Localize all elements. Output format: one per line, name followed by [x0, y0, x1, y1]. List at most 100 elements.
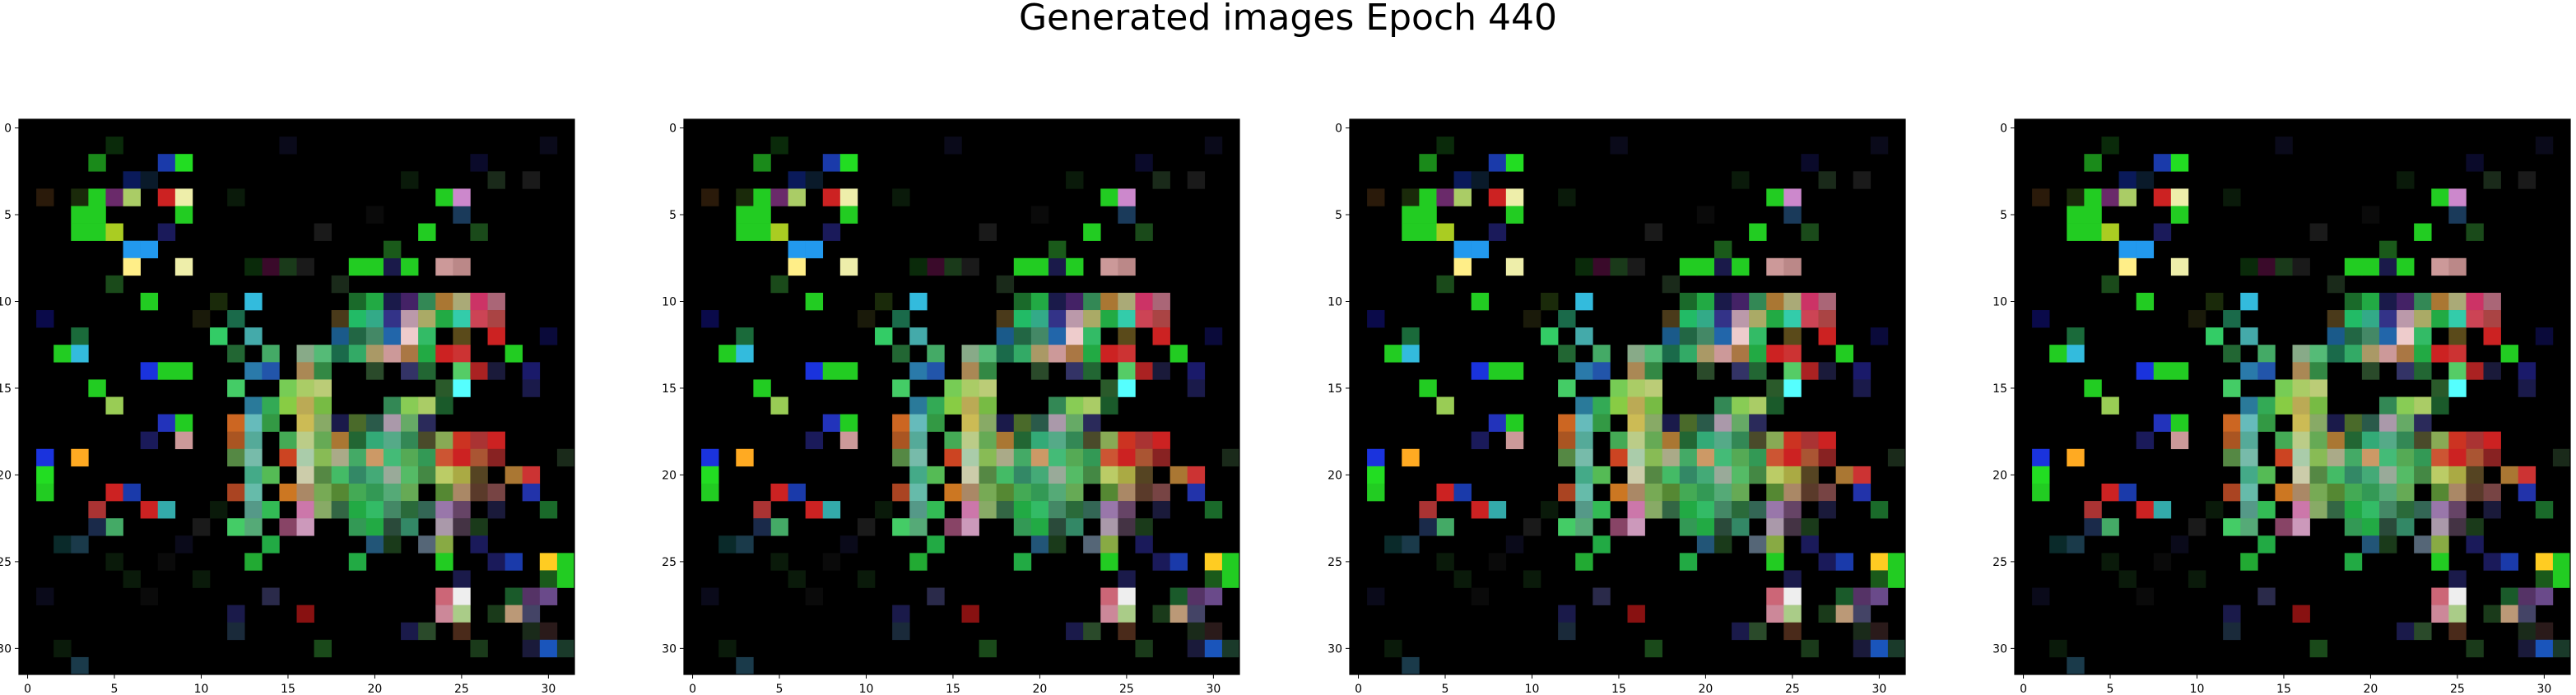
image-pixel: [2188, 310, 2206, 328]
image-pixel: [1066, 257, 1084, 276]
image-pixel: [227, 483, 245, 502]
image-pixel: [1419, 518, 1437, 536]
image-pixel: [2361, 327, 2380, 345]
image-pixel: [435, 605, 453, 623]
image-pixel: [453, 362, 471, 380]
image-pixel: [718, 535, 737, 554]
image-pixel: [805, 431, 824, 450]
y-tick-label: 30: [1992, 642, 2007, 656]
image-pixel: [2414, 292, 2432, 311]
image-pixel: [1713, 310, 1732, 328]
image-pixel: [1204, 553, 1223, 571]
image-pixel: [1783, 483, 1802, 502]
image-pixel: [453, 570, 471, 588]
image-pixel: [505, 553, 523, 571]
image-pixel: [1419, 379, 1437, 397]
image-pixel: [556, 553, 575, 571]
image-pixel: [1801, 535, 1819, 554]
image-pixel: [348, 466, 367, 484]
image-pixel: [2292, 466, 2310, 484]
image-pixel: [979, 466, 997, 484]
image-pixel: [105, 553, 123, 571]
image-pixel: [1083, 622, 1101, 641]
image-pixel: [1732, 327, 1750, 345]
image-pixel: [487, 483, 505, 502]
image-pixel: [1801, 483, 1819, 502]
image-pixel: [701, 448, 719, 467]
image-pixel: [105, 188, 123, 206]
image-pixel: [892, 310, 910, 328]
image-pixel: [453, 483, 471, 502]
image-pixel: [1083, 414, 1101, 432]
image-pixel: [1801, 466, 1819, 484]
image-pixel: [822, 553, 841, 571]
image-pixel: [2170, 535, 2189, 554]
image-pixel: [996, 431, 1015, 450]
image-pixel: [1679, 414, 1698, 432]
x-tick-label: 0: [689, 683, 696, 695]
image-pixel: [788, 483, 806, 502]
image-pixel: [1818, 171, 1836, 189]
image-pixel: [1870, 553, 1889, 571]
image-pixel: [2500, 605, 2519, 623]
image-pixel: [470, 448, 488, 467]
y-tick-label: 0: [2000, 123, 2007, 136]
x-tick-label: 30: [1206, 683, 1221, 695]
image-pixel: [1696, 206, 1715, 224]
image-pixel: [1575, 501, 1593, 519]
image-pixel: [1419, 188, 1437, 206]
image-pixel: [262, 535, 280, 554]
image-pixel: [753, 206, 771, 224]
axes-frame: [1349, 118, 1906, 675]
image-pixel: [71, 656, 89, 675]
image-pixel: [157, 501, 176, 519]
image-pixel: [244, 396, 263, 415]
image-pixel: [1696, 431, 1715, 450]
image-pixel: [157, 553, 176, 571]
image-pixel: [1048, 414, 1067, 432]
y-tick-label: 10: [1328, 295, 1342, 308]
image-pixel: [1713, 431, 1732, 450]
image-pixel: [1367, 310, 1385, 328]
image-pixel: [435, 257, 453, 276]
image-pixel: [2257, 501, 2276, 519]
image-pixel: [1419, 223, 1437, 241]
image-pixel: [331, 345, 350, 363]
image-pixel: [839, 431, 858, 450]
image-pixel: [365, 414, 384, 432]
image-pixel: [314, 362, 332, 380]
image-pixel: [1066, 362, 1084, 380]
image-pixel: [1471, 240, 1490, 259]
image-pixel: [2518, 483, 2536, 502]
image-pixel: [2466, 223, 2484, 241]
image-pixel: [1732, 483, 1750, 502]
image-pixel: [1066, 501, 1084, 519]
image-pixel: [701, 466, 719, 484]
y-tick-label: 20: [662, 469, 677, 482]
image-pixel: [822, 362, 841, 380]
image-pixel: [279, 483, 297, 502]
image-pixel: [2309, 483, 2327, 502]
image-pixel: [1066, 518, 1084, 536]
image-pixel: [1558, 188, 1576, 206]
image-pixel: [1749, 327, 1767, 345]
image-pixel: [1783, 379, 1802, 397]
y-tick-label: 15: [1328, 382, 1342, 396]
image-pixel: [996, 275, 1015, 294]
image-pixel: [2414, 310, 2432, 328]
image-pixel: [365, 431, 384, 450]
image-pixel: [1505, 535, 1524, 554]
image-pixel: [2378, 292, 2397, 311]
image-pixel: [1835, 553, 1854, 571]
image-pixel: [1541, 501, 1559, 519]
image-pixel: [2206, 501, 2224, 519]
image-pixel: [857, 518, 876, 536]
image-pixel: [2448, 310, 2467, 328]
image-pixel: [174, 362, 193, 380]
image-pixel: [1419, 206, 1437, 224]
image-pixel: [961, 414, 979, 432]
image-pixel: [88, 154, 106, 172]
image-pixel: [296, 448, 314, 467]
image-pixel: [2101, 137, 2119, 155]
image-pixel: [157, 362, 176, 380]
